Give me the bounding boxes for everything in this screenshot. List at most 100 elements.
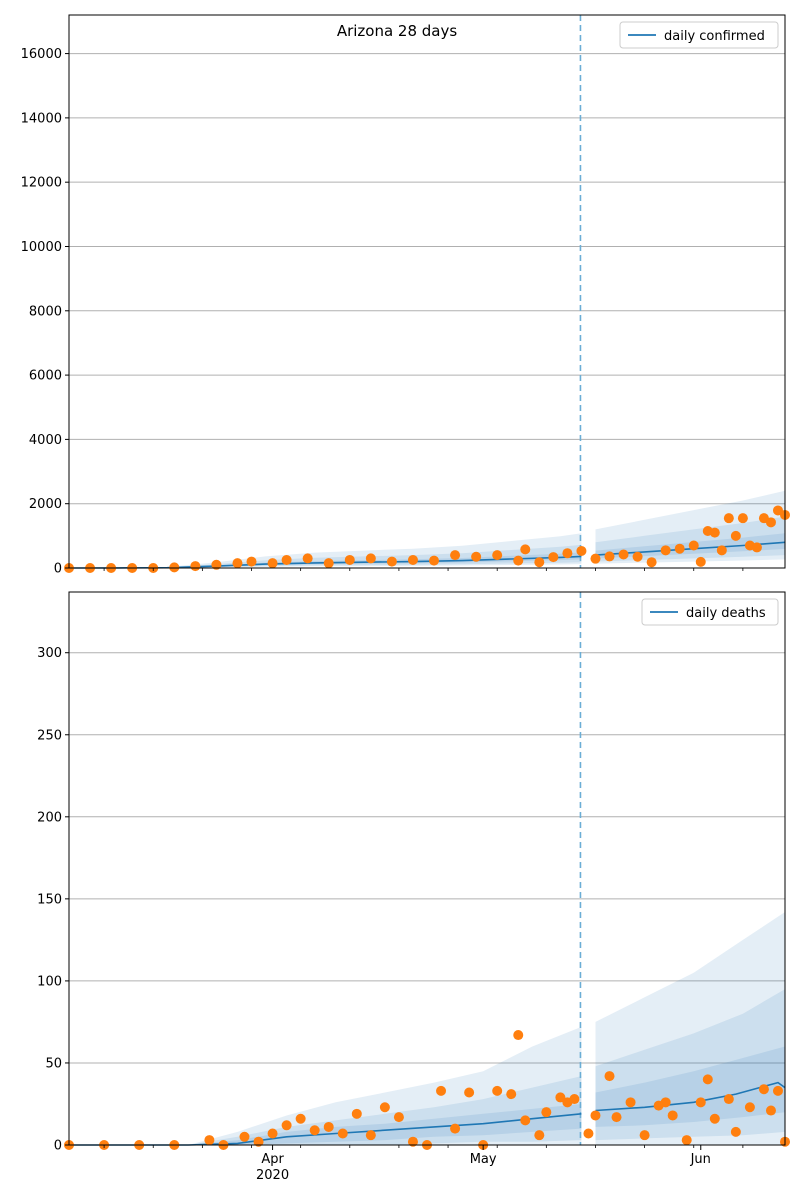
cases-observed-point <box>429 555 440 566</box>
cases-observed-point <box>450 550 461 561</box>
deaths-axes-frame <box>68 591 786 1146</box>
deaths-observed-point <box>590 1110 601 1121</box>
cases-legend-box <box>619 21 779 49</box>
cases-ytick-label: 6000 <box>29 369 62 384</box>
deaths-grid <box>69 652 785 1064</box>
cases-observed-point <box>344 554 355 565</box>
deaths-band-1 <box>595 912 785 1145</box>
deaths-observed-point <box>281 1120 292 1131</box>
cases-observed-point <box>246 556 257 567</box>
cases-uncertainty-bands <box>69 490 785 568</box>
deaths-observed-point <box>695 1097 706 1108</box>
cases-observed-point <box>267 558 278 569</box>
deaths-observed-point <box>758 1084 769 1095</box>
deaths-observed-point <box>204 1135 215 1146</box>
cases-ytick-label: 2000 <box>29 497 62 512</box>
deaths-band-2 <box>595 989 785 1141</box>
cases-observed-point <box>660 545 671 556</box>
deaths-ytick-label: 50 <box>45 1056 62 1071</box>
cases-observed-point <box>211 559 222 570</box>
cases-legend: daily confirmed <box>619 21 779 49</box>
cases-observed-point <box>604 551 615 562</box>
deaths-observed-point <box>667 1110 678 1121</box>
cases-observed-point <box>169 562 180 573</box>
deaths-xtick-label: Apr <box>261 1152 284 1167</box>
cases-observed-point <box>695 556 706 567</box>
deaths-observed-point <box>239 1131 250 1142</box>
cases-observed-point <box>709 527 720 538</box>
cases-ytick-label: 16000 <box>21 47 62 62</box>
deaths-band-1 <box>188 1026 582 1145</box>
deaths-observed-point <box>583 1128 594 1139</box>
deaths-observed-point <box>309 1125 320 1136</box>
deaths-observed-point <box>709 1113 720 1124</box>
cases-ytick-label: 14000 <box>21 111 62 126</box>
deaths-observed-point <box>730 1126 741 1137</box>
deaths-legend: daily deaths <box>641 598 779 626</box>
deaths-observed-point <box>436 1085 447 1096</box>
cases-observed-point <box>548 552 559 563</box>
cases-observed-point <box>534 557 545 568</box>
cases-observed-point <box>471 551 482 562</box>
deaths-observed-point <box>520 1115 531 1126</box>
cases-observed-point <box>492 550 503 561</box>
deaths-observed-point <box>253 1136 264 1147</box>
cases-observed-point <box>590 553 601 564</box>
cases-panel: 0 2000 4000 6000 8000 10000 12000 14000 16000 da… <box>21 14 790 577</box>
deaths-legend-label: daily deaths <box>686 606 766 621</box>
cases-observed-point <box>765 517 776 528</box>
cases-ytick-label: 8000 <box>29 304 62 319</box>
deaths-uncertainty-bands <box>188 912 785 1145</box>
cases-observed-point <box>716 545 727 556</box>
cases-legend-label: daily confirmed <box>664 29 765 44</box>
deaths-observed-point <box>681 1135 692 1146</box>
deaths-ytick-label: 250 <box>37 728 62 743</box>
deaths-observed-point <box>702 1074 713 1085</box>
deaths-ytick-label: 300 <box>37 646 62 661</box>
cases-observed-point <box>190 561 201 572</box>
deaths-model-line-layer <box>69 1081 786 1146</box>
deaths-xtick-label: May <box>470 1152 497 1167</box>
chart-title: Arizona 28 days <box>337 22 458 40</box>
deaths-observed-point <box>660 1097 671 1108</box>
cases-observed-point <box>737 513 748 524</box>
cases-axes-frame <box>68 14 786 569</box>
cases-axes: 0 2000 4000 6000 8000 10000 12000 14000 16000 <box>21 14 786 577</box>
deaths-observed-point <box>611 1112 622 1123</box>
deaths-observed-point <box>569 1094 580 1105</box>
deaths-observed-point <box>407 1136 418 1147</box>
deaths-model-line <box>69 1113 582 1146</box>
cases-observed-point <box>751 542 762 553</box>
deaths-observed-point <box>534 1130 545 1141</box>
deaths-xtick-sublabel: 2020 <box>256 1168 289 1183</box>
deaths-xtick-label: Jun <box>690 1152 711 1167</box>
deaths-observed-point <box>744 1102 755 1113</box>
cases-ytick-label: 10000 <box>21 240 62 255</box>
deaths-observed-point <box>379 1102 390 1113</box>
deaths-observed-point <box>337 1128 348 1139</box>
deaths-ytick-label: 100 <box>37 974 62 989</box>
deaths-observed-point <box>450 1123 461 1134</box>
deaths-band-3 <box>188 1104 582 1145</box>
deaths-observed-point <box>492 1085 503 1096</box>
deaths-ytick-label: 0 <box>54 1139 62 1154</box>
cases-observed-point <box>323 558 334 569</box>
cases-band-2 <box>595 516 785 562</box>
deaths-observed-point <box>464 1087 475 1098</box>
deaths-observed-point <box>639 1130 650 1141</box>
deaths-observed-point <box>295 1113 306 1124</box>
cases-observed-point <box>365 553 376 564</box>
cases-observed-point <box>232 558 243 569</box>
deaths-legend-box <box>641 598 779 626</box>
deaths-ytick-label: 200 <box>37 810 62 825</box>
deaths-observed-point <box>604 1071 615 1082</box>
cases-ytick-label: 4000 <box>29 433 62 448</box>
deaths-observed-point <box>513 1030 524 1041</box>
deaths-observed-point <box>625 1097 636 1108</box>
cases-ytick-label: 0 <box>54 562 62 577</box>
deaths-ytick-label: 150 <box>37 892 62 907</box>
deaths-observed-point <box>393 1112 404 1123</box>
cases-observed-point <box>513 555 524 566</box>
